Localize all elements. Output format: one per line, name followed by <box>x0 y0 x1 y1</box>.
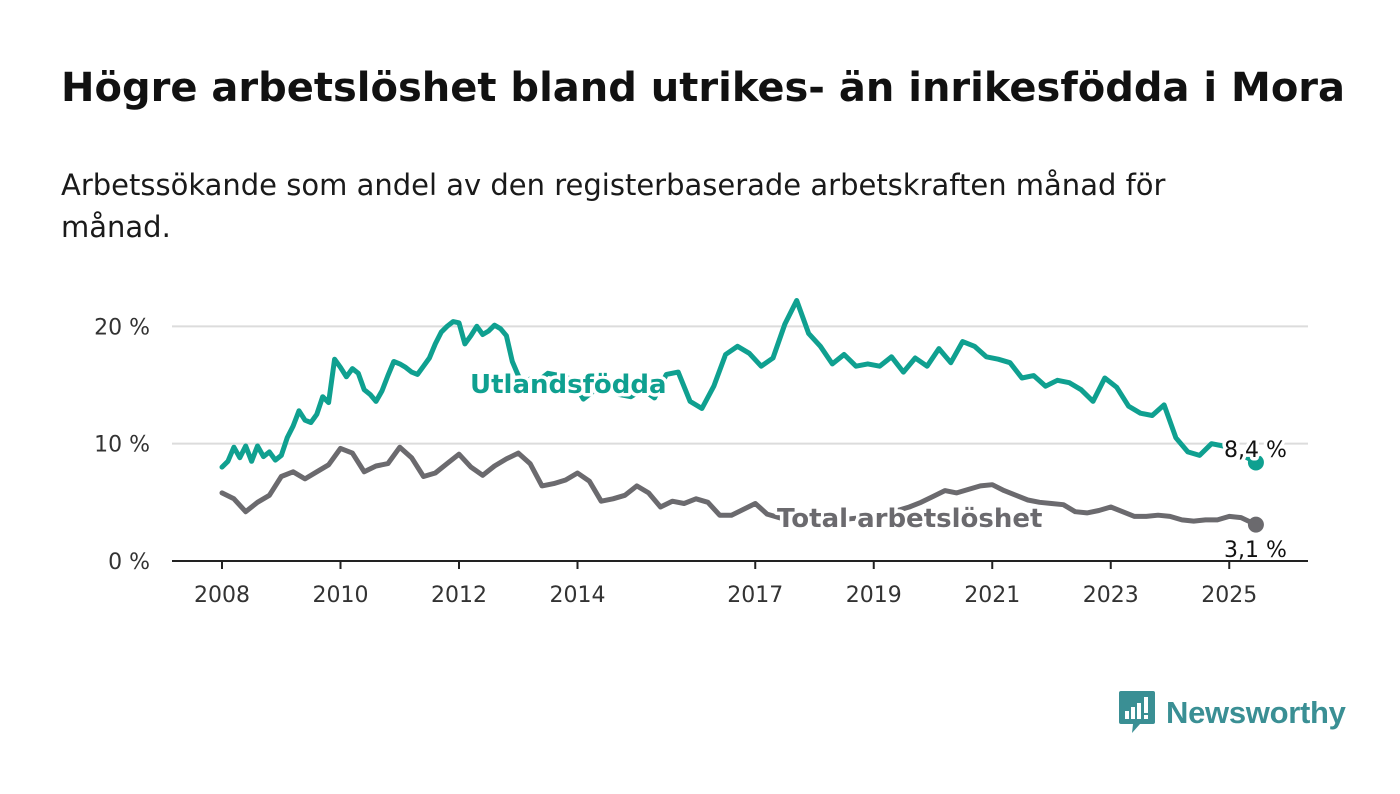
end-point-marker <box>1247 454 1264 471</box>
axes: 0 % 10 % 20 % 2008 2010 2012 2014 2017 2019 2021 2… <box>94 315 1308 608</box>
x-tick-label: 2023 <box>1083 583 1139 608</box>
y-tick-label: 10 % <box>94 433 150 458</box>
end-value-label-utlandsfodda-halo: 8,4 % <box>1224 438 1287 463</box>
series-label-total: Total arbetslöshet <box>777 504 1042 534</box>
series-line-total <box>219 444 1259 528</box>
series-label-total-halo: Total arbetslöshet <box>777 504 1042 534</box>
series-label-utlandsfodda-halo: Utlandsfödda <box>470 370 667 400</box>
x-tick-label: 2008 <box>194 583 250 608</box>
series-lines <box>219 298 1264 533</box>
x-tick-label: 2017 <box>727 583 783 608</box>
bar-chart-speech-bubble-icon <box>1119 691 1155 733</box>
end-value-label-utlandsfodda: 8,4 % <box>1224 438 1287 463</box>
x-tick-label: 2010 <box>313 583 369 608</box>
series-line-utlandsfodda <box>219 298 1259 470</box>
x-tick-label: 2021 <box>964 583 1020 608</box>
gridlines <box>172 325 1308 445</box>
end-value-label-total: 3,1 % <box>1224 538 1287 563</box>
x-tick-label: 2025 <box>1201 583 1257 608</box>
page-title: Högre arbetslöshet bland utrikes- än inr… <box>61 65 1346 111</box>
x-tick-label: 2019 <box>846 583 902 608</box>
newsworthy-logo[interactable]: Newsworthy <box>1118 689 1346 737</box>
end-point-marker <box>1247 516 1264 533</box>
chart-subtitle: Arbetssökande som andel av den registerb… <box>61 168 1166 244</box>
x-tick-label: 2012 <box>431 583 487 608</box>
logo-text: Newsworthy <box>1166 695 1346 730</box>
x-tick-label: 2014 <box>550 583 606 608</box>
y-tick-label: 0 % <box>108 550 150 575</box>
y-tick-label: 20 % <box>94 315 150 340</box>
series-label-utlandsfodda: Utlandsfödda <box>470 370 667 400</box>
